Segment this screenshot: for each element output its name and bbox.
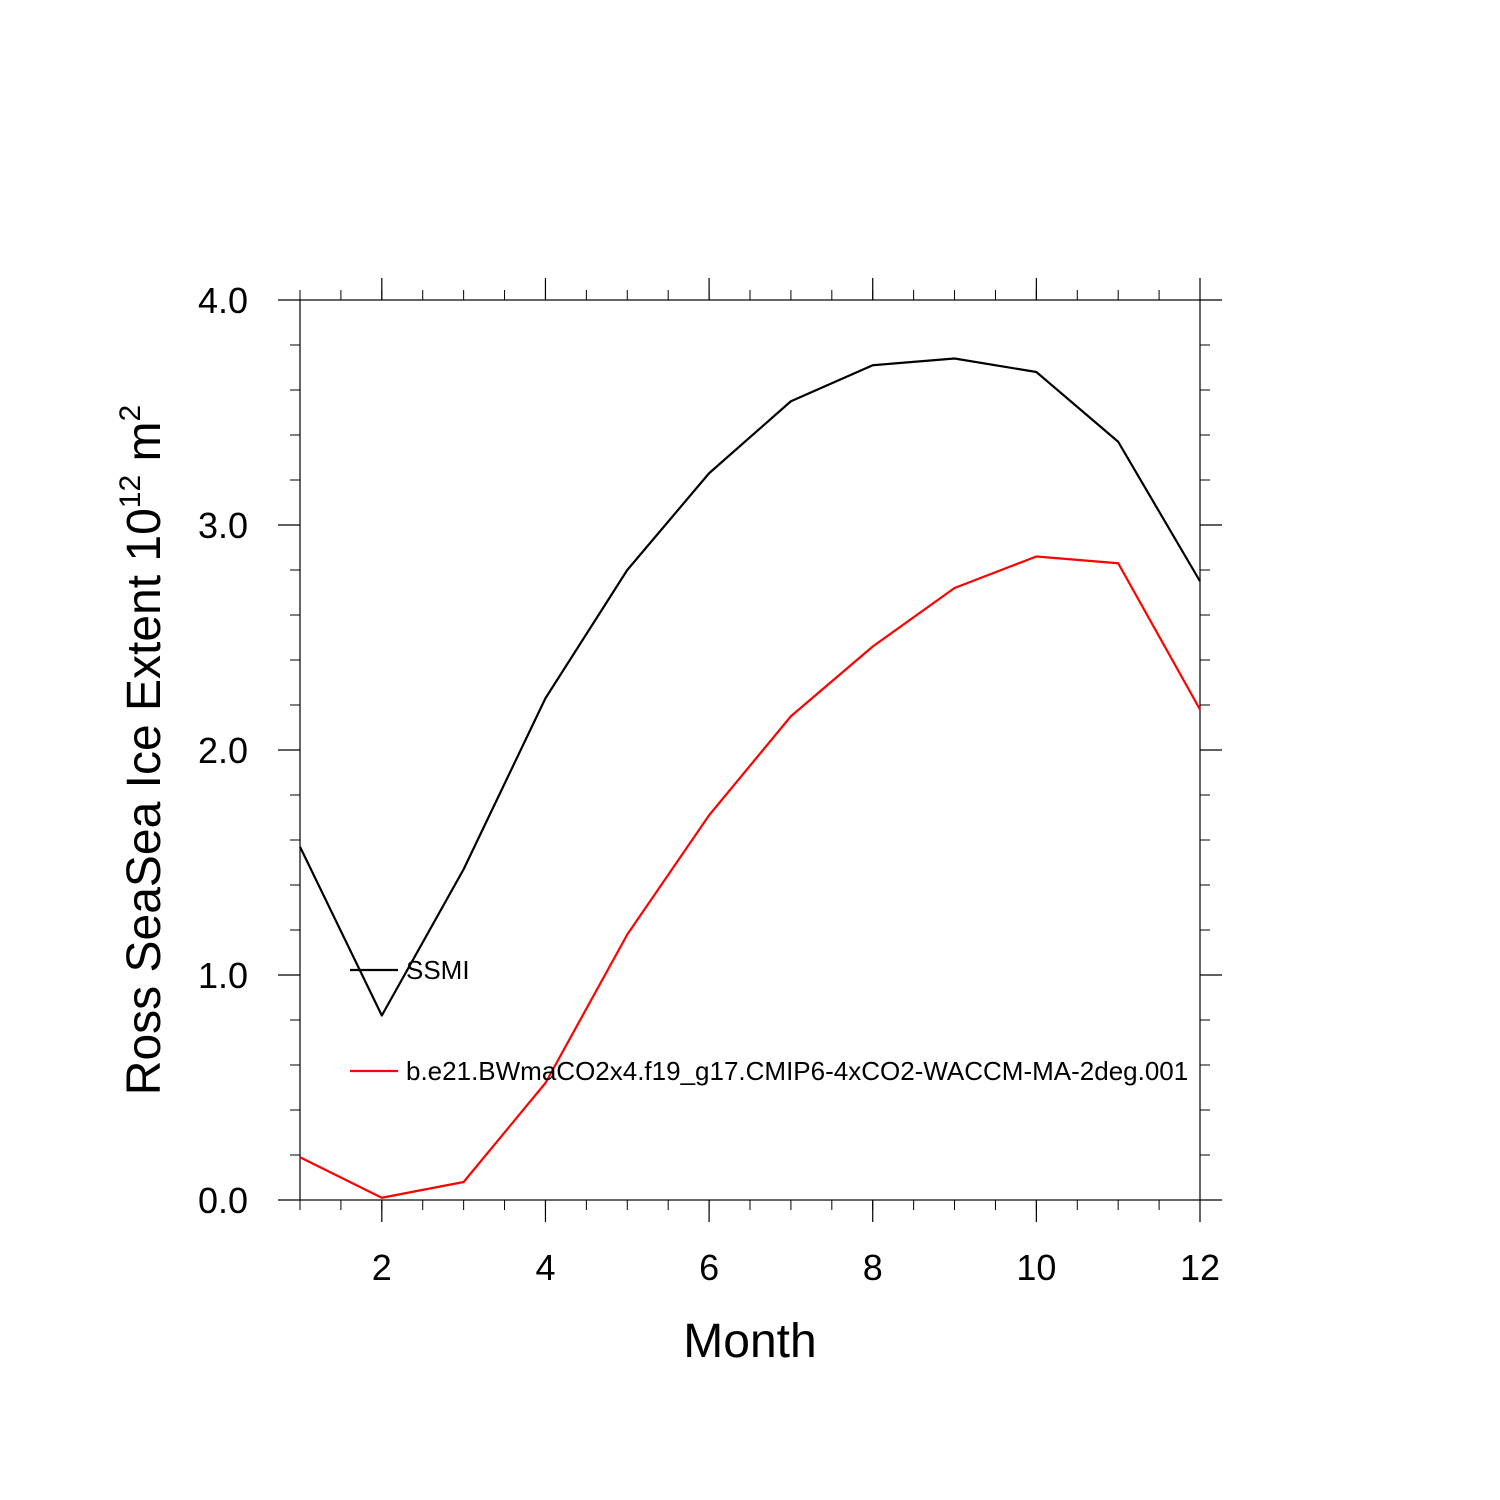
legend-label-ssmi: SSMI [406, 955, 470, 985]
legend: SSMI b.e21.BWmaCO2x4.f19_g17.CMIP6-4xCO2-… [350, 955, 1188, 1086]
y-tick-labels: 0.0 1.0 2.0 3.0 4.0 [198, 280, 248, 1221]
major-ticks [278, 278, 1222, 1222]
y-tick-label: 0.0 [198, 1180, 248, 1221]
x-tick-label: 4 [535, 1247, 555, 1288]
legend-label-model: b.e21.BWmaCO2x4.f19_g17.CMIP6-4xCO2-WACC… [406, 1056, 1188, 1086]
y-tick-label: 2.0 [198, 730, 248, 771]
y-axis-title-exponent: 12 [114, 475, 147, 508]
x-tick-labels: 2 4 6 8 10 12 [372, 1247, 1220, 1288]
y-tick-label: 3.0 [198, 505, 248, 546]
y-tick-label: 1.0 [198, 955, 248, 996]
x-tick-label: 2 [372, 1247, 392, 1288]
series-layer [299, 357, 1201, 1199]
series-line-model [299, 555, 1201, 1199]
x-axis-title: Month [683, 1315, 816, 1368]
y-axis-title-main: Ross SeaSea Ice Extent 10 [118, 508, 171, 1095]
y-axis-title-unit-exponent: 2 [114, 405, 147, 422]
x-tick-label: 8 [863, 1247, 883, 1288]
x-tick-label: 10 [1016, 1247, 1056, 1288]
x-tick-label: 12 [1180, 1247, 1220, 1288]
plot-frame [299, 299, 1201, 1201]
x-tick-label: 6 [699, 1247, 719, 1288]
y-tick-label: 4.0 [198, 280, 248, 321]
y-axis-title: Ross SeaSea Ice Extent 1012 m2 [114, 405, 171, 1095]
series-line-ssmi [299, 357, 1201, 1017]
y-axis-title-unit: m [118, 421, 171, 474]
